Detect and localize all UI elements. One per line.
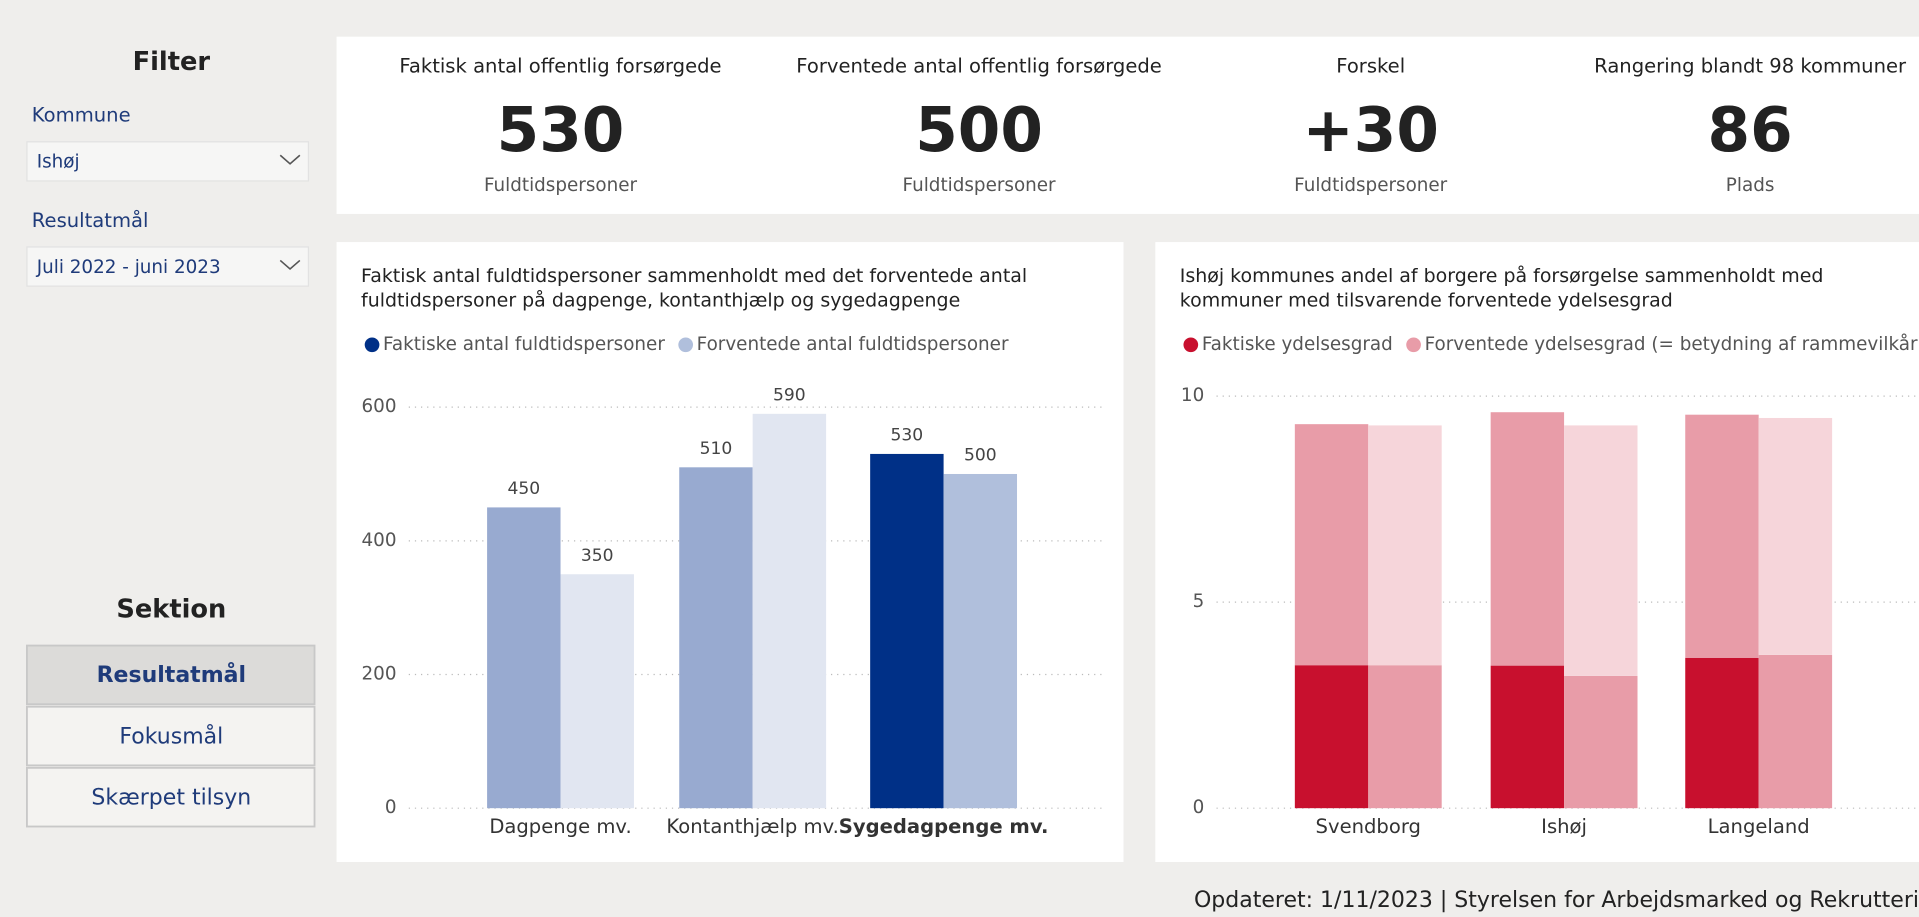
kpi-unit: Fuldtidspersoner	[1294, 175, 1448, 196]
bar-segment	[1294, 665, 1369, 809]
chart-title: Faktisk antal fuldtidspersoner sammenhol…	[361, 265, 1027, 287]
kpi-title: Forskel	[1336, 55, 1405, 78]
y-tick-label: 0	[385, 797, 397, 818]
data-label: 500	[964, 446, 997, 466]
y-tick-label: 400	[362, 530, 397, 551]
x-tick-label: Dagpenge mv.	[489, 815, 631, 838]
x-tick-label: Sygedagpenge mv.	[839, 815, 1049, 838]
kpi-value: +30	[1303, 95, 1439, 166]
x-tick-label: Kontanthjælp mv.	[666, 815, 838, 838]
data-label: 450	[507, 479, 540, 499]
kpi-unit: Fuldtidspersoner	[903, 175, 1057, 196]
kpi-unit: Plads	[1726, 175, 1775, 196]
filter-title: Filter	[133, 47, 211, 77]
bar	[752, 413, 827, 809]
dropdown[interactable]	[26, 141, 310, 182]
bar-segment	[1564, 675, 1638, 809]
kpi-value: 86	[1708, 95, 1793, 166]
bar-segment	[1685, 657, 1759, 809]
kpi-title: Forventede antal offentlig forsørgede	[796, 55, 1162, 78]
bar-segment	[1490, 412, 1565, 666]
x-tick-label: Langeland	[1708, 815, 1810, 838]
bar-segment	[1685, 414, 1759, 658]
bar	[560, 574, 634, 809]
legend-label: Forventede antal fuldtidspersoner	[697, 334, 1009, 355]
y-tick-label: 0	[1193, 797, 1205, 818]
kpi-panel	[336, 36, 1919, 214]
kpi-title: Rangering blandt 98 kommuner	[1594, 55, 1907, 78]
legend-label: Faktiske antal fuldtidspersoner	[383, 334, 665, 355]
bar	[679, 467, 753, 809]
data-label: 510	[700, 439, 733, 459]
legend-marker	[678, 337, 694, 353]
bar	[870, 453, 944, 809]
section-title: Sektion	[116, 595, 226, 625]
section-button-label: Skærpet tilsyn	[91, 785, 251, 810]
field-label: Resultatmål	[32, 209, 149, 232]
legend-marker	[364, 337, 380, 353]
kpi-value: 530	[497, 95, 625, 166]
y-tick-label: 600	[362, 396, 397, 417]
legend-marker	[1406, 337, 1421, 353]
bar	[943, 473, 1018, 809]
x-tick-label: Ishøj	[1541, 815, 1587, 838]
bar-segment	[1758, 417, 1833, 655]
dropdown-value: Ishøj	[37, 152, 80, 173]
section-button[interactable]	[26, 644, 316, 706]
data-label: 590	[773, 385, 806, 405]
y-tick-label: 200	[362, 664, 397, 685]
bar-segment	[1490, 665, 1565, 809]
dropdown[interactable]	[26, 246, 310, 287]
legend-label: Faktiske ydelsesgrad	[1202, 334, 1393, 355]
kpi-title: Faktisk antal offentlig forsørgede	[399, 55, 721, 78]
section-button[interactable]	[26, 705, 316, 767]
kpi-value: 500	[915, 95, 1043, 166]
bar-segment	[1758, 654, 1833, 809]
field-label: Kommune	[32, 104, 131, 127]
section-button-label: Fokusmål	[119, 723, 223, 749]
dropdown-value: Juli 2022 - juni 2023	[36, 257, 221, 278]
bar-segment	[1368, 665, 1442, 809]
data-label: 530	[891, 426, 924, 446]
bar-segment	[1368, 425, 1442, 666]
y-tick-label: 10	[1181, 385, 1204, 406]
kpi-unit: Fuldtidspersoner	[484, 175, 638, 196]
legend-marker	[1183, 337, 1199, 353]
bar-segment	[1294, 424, 1369, 666]
bar	[487, 507, 561, 809]
bar-segment	[1564, 425, 1638, 676]
legend-label: Forventede ydelsesgrad (= betydning af r…	[1425, 334, 1919, 355]
footer: Opdateret: 1/11/2023 | Styrelsen for Arb…	[1194, 888, 1919, 913]
chart-title: fuldtidspersoner på dagpenge, kontanthjæ…	[361, 288, 960, 311]
y-tick-label: 5	[1193, 591, 1205, 612]
chevron	[279, 154, 301, 165]
section-button[interactable]	[26, 766, 316, 828]
data-label: 350	[581, 546, 614, 566]
chart-title: kommuner med tilsvarende forventede ydel…	[1180, 289, 1673, 311]
x-tick-label: Svendborg	[1316, 815, 1421, 838]
section-button-label: Resultatmål	[97, 662, 246, 688]
chart-title: Ishøj kommunes andel af borgere på forsø…	[1180, 264, 1824, 287]
chevron	[279, 259, 301, 271]
